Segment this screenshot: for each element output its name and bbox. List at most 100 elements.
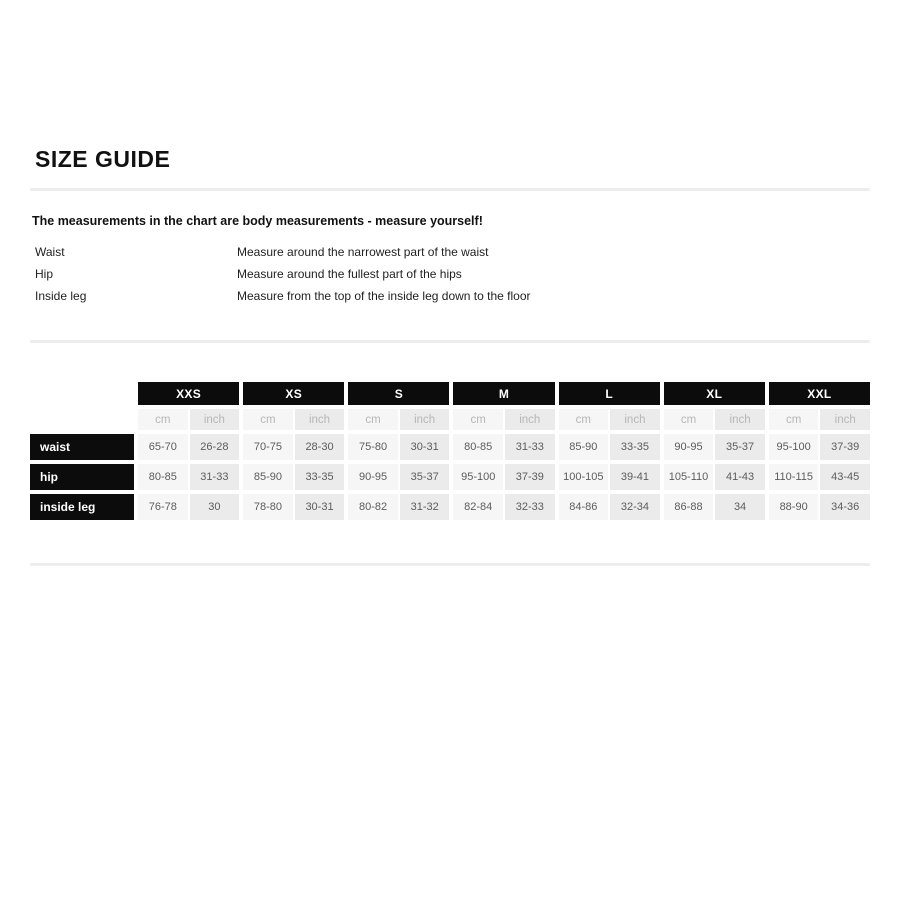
size-header-xxl: XXL [768,382,870,405]
unit-group-s: cm inch [348,409,450,430]
value-group-l: 85-90 33-35 [558,434,660,460]
unit-label-inch: inch [505,409,555,430]
table-row-waist: waist 65-70 26-28 70-75 28-30 75-80 30-31 80-85… [30,434,870,460]
row-label-spacer [30,409,134,430]
unit-group-xs: cm inch [243,409,345,430]
unit-group-xxs: cm inch [138,409,240,430]
value-inch: 41-43 [715,464,765,490]
value-cm: 110-115 [768,464,819,490]
row-label: waist [30,434,134,460]
value-group-xl: 86-88 34 [663,494,765,520]
instruction-label: Hip [35,267,54,281]
measurement-instructions: Waist Measure around the narrowest part … [30,245,870,311]
value-group-m: 95-100 37-39 [453,464,555,490]
value-cm: 75-80 [348,434,398,460]
value-group-xs: 78-80 30-31 [243,494,345,520]
size-header-xxs: XXS [138,382,240,405]
value-cm: 82-84 [453,494,503,520]
value-inch: 33-35 [610,434,660,460]
unit-label-inch: inch [294,409,345,430]
value-inch: 34-36 [820,494,870,520]
unit-group-l: cm inch [558,409,660,430]
value-inch: 39-41 [610,464,660,490]
value-inch: 32-33 [505,494,555,520]
instruction-description: Measure from the top of the inside leg d… [237,289,531,303]
value-cm: 70-75 [243,434,293,460]
row-label: inside leg [30,494,134,520]
page-title: SIZE GUIDE [35,146,171,172]
value-cm: 85-90 [243,464,293,490]
unit-label-cm: cm [768,409,819,430]
table-row-hip: hip 80-85 31-33 85-90 33-35 90-95 35-37 95-100 3… [30,464,870,490]
size-header-l: L [558,382,660,405]
value-cm: 76-78 [138,494,188,520]
value-inch: 37-39 [820,434,870,460]
unit-group-m: cm inch [453,409,555,430]
value-inch: 31-33 [189,464,240,490]
table-divider [30,563,870,566]
value-cm: 100-105 [558,464,609,490]
value-inch: 28-30 [294,434,345,460]
value-group-m: 82-84 32-33 [453,494,555,520]
value-inch: 31-32 [399,494,450,520]
title-divider [30,188,870,191]
value-inch: 32-34 [610,494,660,520]
instructions-divider [30,340,870,343]
instruction-description: Measure around the narrowest part of the… [237,245,489,259]
value-group-l: 100-105 39-41 [558,464,660,490]
value-inch: 35-37 [715,434,765,460]
instruction-description: Measure around the fullest part of the h… [237,267,462,281]
value-group-s: 75-80 30-31 [348,434,450,460]
value-inch: 35-37 [399,464,450,490]
value-inch: 34 [715,494,765,520]
value-cm: 85-90 [558,434,609,460]
value-group-xxs: 76-78 30 [138,494,240,520]
value-cm: 90-95 [348,464,398,490]
value-group-xxl: 95-100 37-39 [768,434,870,460]
value-inch: 30-31 [294,494,345,520]
value-cm: 86-88 [663,494,714,520]
value-group-m: 80-85 31-33 [453,434,555,460]
instruction-row-hip: Hip Measure around the fullest part of t… [30,267,870,289]
unit-label-inch: inch [399,409,450,430]
value-group-xxl: 88-90 34-36 [768,494,870,520]
size-header-row: XXS XS S M L XL XXL [30,382,870,405]
value-inch: 33-35 [294,464,345,490]
value-cm: 88-90 [768,494,819,520]
unit-label-inch: inch [715,409,765,430]
value-group-xl: 90-95 35-37 [663,434,765,460]
unit-label-cm: cm [453,409,503,430]
row-label: hip [30,464,134,490]
size-header-xl: XL [663,382,765,405]
value-group-xxl: 110-115 43-45 [768,464,870,490]
size-header-m: M [453,382,555,405]
instruction-label: Inside leg [35,289,87,303]
value-cm: 84-86 [558,494,609,520]
unit-label-inch: inch [820,409,870,430]
value-cm: 95-100 [453,464,503,490]
value-inch: 26-28 [189,434,240,460]
unit-group-xl: cm inch [663,409,765,430]
value-cm: 95-100 [768,434,819,460]
unit-label-cm: cm [243,409,293,430]
table-row-inside-leg: inside leg 76-78 30 78-80 30-31 80-82 31-32 82-… [30,494,870,520]
value-cm: 78-80 [243,494,293,520]
value-cm: 80-85 [138,464,188,490]
instruction-row-waist: Waist Measure around the narrowest part … [30,245,870,267]
value-cm: 65-70 [138,434,188,460]
value-inch: 30-31 [399,434,450,460]
instruction-label: Waist [35,245,65,259]
value-cm: 80-82 [348,494,398,520]
value-group-s: 90-95 35-37 [348,464,450,490]
value-group-xl: 105-110 41-43 [663,464,765,490]
value-cm: 80-85 [453,434,503,460]
unit-label-cm: cm [348,409,398,430]
unit-label-cm: cm [138,409,188,430]
value-inch: 37-39 [505,464,555,490]
unit-row: cm inch cm inch cm inch cm inch cm inch cm inch cm in… [30,409,870,430]
value-inch: 31-33 [505,434,555,460]
unit-label-inch: inch [189,409,240,430]
unit-label-cm: cm [663,409,714,430]
value-cm: 105-110 [663,464,714,490]
